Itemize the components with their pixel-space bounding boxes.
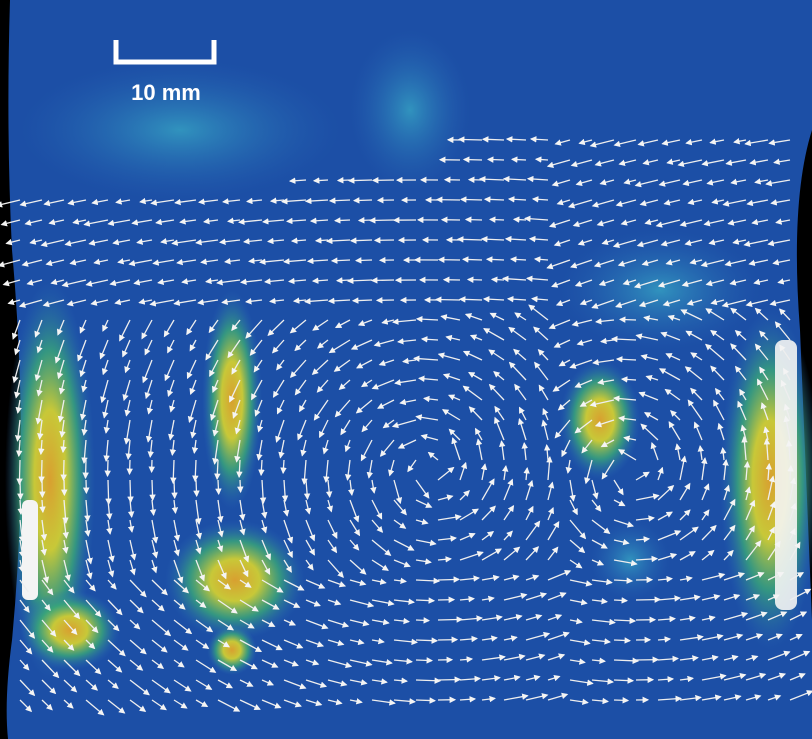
velocity-arrow xyxy=(438,680,460,681)
velocity-arrow xyxy=(490,219,504,220)
velocity-arrow xyxy=(240,480,241,492)
velocity-arrow xyxy=(196,480,197,496)
velocity-arrow xyxy=(466,220,482,221)
patch xyxy=(560,230,760,350)
velocity-field-image: 10 mm xyxy=(0,0,812,739)
velocity-arrow xyxy=(416,680,440,681)
velocity-arrow xyxy=(461,199,482,200)
velocity-arrow xyxy=(485,199,504,200)
saturated-region xyxy=(775,340,797,610)
velocity-arrow xyxy=(64,460,65,480)
velocity-arrow xyxy=(351,240,372,241)
velocity-arrow xyxy=(41,460,42,482)
velocity-arrow xyxy=(438,619,462,620)
velocity-arrow xyxy=(349,180,372,181)
velocity-arrow xyxy=(239,460,240,477)
velocity-arrow xyxy=(468,280,482,281)
velocity-arrow xyxy=(512,159,526,160)
velocity-arrow xyxy=(218,480,219,494)
velocity-arrow xyxy=(790,466,791,480)
velocity-arrow xyxy=(487,259,504,260)
velocity-arrow xyxy=(464,160,482,161)
velocity-arrow xyxy=(353,300,372,301)
patch xyxy=(20,590,120,670)
velocity-arrow xyxy=(330,200,350,201)
velocity-arrow xyxy=(436,300,460,301)
velocity-arrow xyxy=(614,700,628,701)
velocity-arrow xyxy=(314,180,328,181)
velocity-arrow xyxy=(416,640,437,641)
velocity-arrow xyxy=(483,139,504,140)
velocity-arrow xyxy=(514,219,526,220)
velocity-arrow xyxy=(460,299,482,300)
velocity-arrow xyxy=(458,239,482,240)
velocity-arrow xyxy=(536,159,548,160)
patch xyxy=(202,290,262,510)
velocity-arrow xyxy=(463,259,482,260)
velocity-arrow xyxy=(614,640,630,641)
velocity-arrow xyxy=(261,460,262,475)
velocity-arrow xyxy=(370,220,394,221)
velocity-arrow xyxy=(622,379,636,380)
velocity-arrow xyxy=(130,480,131,502)
velocity-arrow xyxy=(130,460,131,474)
velocity-arrow xyxy=(614,600,627,601)
velocity-arrow xyxy=(152,480,153,500)
velocity-arrow xyxy=(338,180,350,181)
page: 10 mm (() => { const data = JSON.parse(d… xyxy=(0,0,812,739)
velocity-arrow xyxy=(511,259,526,260)
velocity-arrow xyxy=(620,319,636,320)
saturated-region xyxy=(22,500,38,600)
velocity-arrow xyxy=(173,460,174,483)
velocity-arrow xyxy=(614,680,633,681)
patch xyxy=(350,30,470,190)
velocity-arrow xyxy=(332,260,350,261)
velocity-arrow xyxy=(636,600,660,601)
velocity-arrow xyxy=(20,480,21,499)
velocity-arrow xyxy=(217,460,218,479)
velocity-arrow xyxy=(195,460,196,481)
velocity-arrow xyxy=(372,280,394,281)
scale-bar-label: 10 mm xyxy=(131,80,201,105)
patch xyxy=(560,360,640,480)
velocity-arrow xyxy=(283,460,284,473)
velocity-arrow xyxy=(416,700,435,701)
velocity-arrow xyxy=(174,480,175,498)
velocity-arrow xyxy=(416,660,432,661)
velocity-arrow xyxy=(354,200,372,201)
velocity-arrow xyxy=(356,260,372,261)
velocity-arrow xyxy=(335,220,350,221)
velocity-arrow xyxy=(416,600,434,601)
velocity-arrow xyxy=(108,460,109,476)
velocity-arrow xyxy=(416,620,429,621)
velocity-arrow xyxy=(488,159,504,160)
velocity-arrow xyxy=(492,279,504,280)
velocity-arrow xyxy=(86,460,87,478)
velocity-arrow xyxy=(459,139,482,140)
velocity-arrow xyxy=(42,500,43,512)
velocity-arrow xyxy=(438,579,459,580)
velocity-arrow xyxy=(316,240,328,241)
